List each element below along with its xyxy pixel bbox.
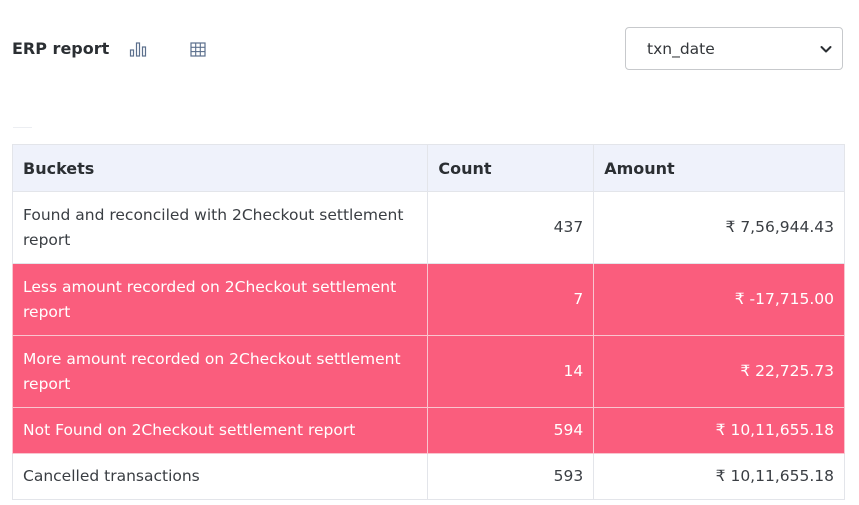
table-row: Cancelled transactions 593 ₹ 10,11,655.1… xyxy=(11,453,845,500)
count-cell: 593 xyxy=(427,453,595,500)
bucket-cell: Less amount recorded on 2Checkout settle… xyxy=(11,263,429,336)
table-row: Not Found on 2Checkout settlement report… xyxy=(11,407,845,454)
amount-cell: ₹ -17,715.00 xyxy=(593,263,845,336)
column-header-buckets[interactable]: Buckets xyxy=(11,144,429,192)
count-cell: 594 xyxy=(427,407,595,454)
divider xyxy=(13,127,32,128)
count-cell: 7 xyxy=(427,263,595,336)
bucket-cell: Not Found on 2Checkout settlement report xyxy=(11,407,429,454)
amount-cell: ₹ 22,725.73 xyxy=(593,335,845,408)
report-table: Buckets Count Amount Found and reconcile… xyxy=(11,144,845,500)
bucket-cell: More amount recorded on 2Checkout settle… xyxy=(11,335,429,408)
table-row: Less amount recorded on 2Checkout settle… xyxy=(11,263,845,336)
bar-chart-icon xyxy=(129,42,147,57)
amount-cell: ₹ 7,56,944.43 xyxy=(593,191,845,264)
column-header-amount[interactable]: Amount xyxy=(593,144,845,192)
table-header-row: Buckets Count Amount xyxy=(11,144,845,192)
table-grid-icon xyxy=(190,41,206,57)
amount-cell: ₹ 10,11,655.18 xyxy=(593,453,845,500)
bucket-cell: Cancelled transactions xyxy=(11,453,429,500)
bucket-cell: Found and reconciled with 2Checkout sett… xyxy=(11,191,429,264)
page-title: ERP report xyxy=(12,39,110,58)
date-field-value: txn_date xyxy=(647,39,715,58)
column-header-count[interactable]: Count xyxy=(427,144,595,192)
date-field-select[interactable]: txn_date xyxy=(625,27,843,70)
chevron-down-icon xyxy=(820,46,832,53)
table-row: Found and reconciled with 2Checkout sett… xyxy=(11,191,845,264)
table-row: More amount recorded on 2Checkout settle… xyxy=(11,335,845,408)
chart-view-button[interactable] xyxy=(127,38,149,60)
count-cell: 14 xyxy=(427,335,595,408)
amount-cell: ₹ 10,11,655.18 xyxy=(593,407,845,454)
count-cell: 437 xyxy=(427,191,595,264)
table-view-button[interactable] xyxy=(187,38,209,60)
